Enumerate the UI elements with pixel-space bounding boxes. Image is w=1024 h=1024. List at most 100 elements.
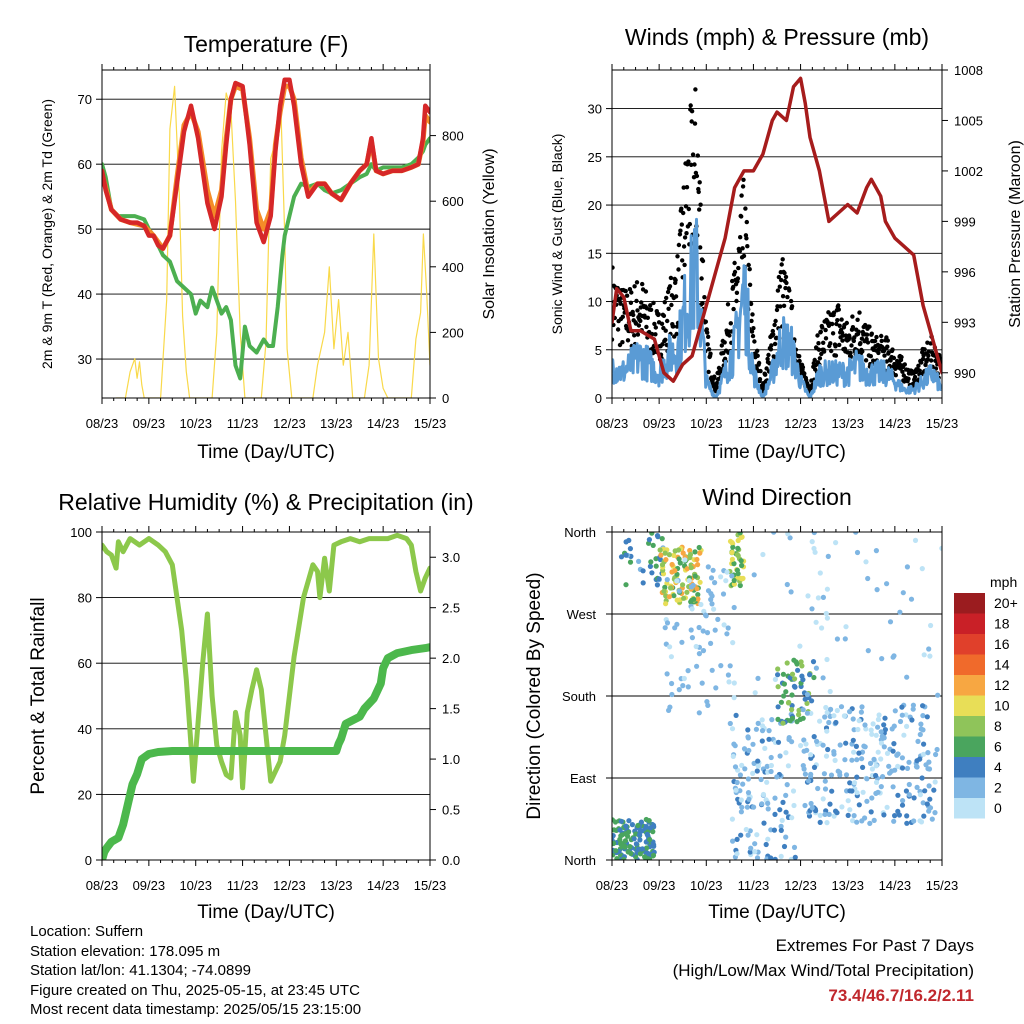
direction-point — [873, 763, 879, 769]
direction-point — [878, 784, 884, 790]
x-tick-label: 10/23 — [690, 878, 723, 893]
direction-point — [791, 802, 797, 809]
direction-point — [847, 709, 853, 715]
direction-point — [919, 566, 925, 572]
info-created: Figure created on Thu, 2025-05-15, at 23… — [30, 981, 360, 999]
direction-point — [650, 542, 656, 549]
gust-point — [645, 315, 650, 320]
y-tick-label: 20 — [588, 198, 602, 213]
legend-label: 20+ — [994, 595, 1018, 611]
direction-point — [731, 561, 737, 567]
gust-point — [863, 322, 868, 328]
direction-point — [664, 577, 670, 583]
gust-point — [676, 267, 681, 272]
direction-point — [926, 808, 932, 814]
direction-point — [617, 836, 623, 843]
gust-point — [902, 362, 907, 367]
direction-point — [831, 813, 837, 819]
legend-swatch — [954, 757, 985, 778]
gust-point — [933, 358, 938, 363]
direction-point — [622, 838, 629, 844]
direction-point — [928, 622, 934, 629]
gust-point — [730, 278, 735, 284]
direction-point — [843, 772, 850, 778]
direction-point — [738, 558, 744, 564]
y-tick-label: 0 — [85, 853, 92, 868]
direction-point — [882, 727, 889, 733]
direction-point — [732, 743, 738, 749]
direction-point — [871, 817, 877, 824]
direction-point — [853, 743, 860, 750]
direction-point — [901, 732, 907, 738]
gust-point — [703, 319, 708, 324]
x-tick-label: 15/23 — [926, 878, 959, 893]
y-axis-label: Percent & Total Rainfall — [28, 597, 49, 794]
info-recent: Most recent data timestamp: 2025/05/15 2… — [30, 1001, 362, 1018]
direction-point — [881, 722, 887, 728]
gust-point — [736, 265, 741, 271]
gust-point — [874, 334, 879, 340]
direction-point — [739, 576, 745, 582]
gust-point — [770, 328, 775, 334]
direction-point — [863, 726, 869, 732]
direction-point — [752, 849, 758, 855]
direction-point — [803, 741, 809, 747]
direction-point — [618, 818, 624, 824]
direction-point — [778, 699, 785, 705]
gust-point — [731, 306, 736, 312]
direction-point — [663, 601, 669, 607]
y-tick-label: 20 — [78, 787, 92, 802]
gust-point — [784, 280, 789, 286]
gust-point — [891, 355, 897, 361]
direction-point — [783, 809, 789, 815]
x-tick-label: 12/23 — [784, 878, 817, 893]
gust-point — [674, 331, 679, 337]
direction-point — [797, 643, 803, 649]
direction-point — [884, 581, 890, 587]
direction-point — [805, 593, 811, 599]
direction-point — [612, 833, 616, 839]
direction-point — [614, 856, 620, 860]
direction-point — [833, 540, 839, 546]
extremes-subtitle: (High/Low/Max Wind/Total Precipitation) — [672, 961, 974, 980]
gust-point — [855, 317, 860, 322]
direction-point — [837, 772, 843, 778]
direction-point — [784, 782, 790, 788]
direction-point — [759, 738, 765, 744]
direction-point — [649, 532, 655, 536]
direction-point — [865, 648, 871, 654]
direction-point — [731, 577, 737, 584]
direction-point — [709, 593, 715, 599]
x-tick-label: 14/23 — [879, 416, 912, 431]
legend-label: 4 — [994, 759, 1002, 775]
y-right-tick-label: 1005 — [954, 113, 983, 128]
gust-point — [686, 159, 691, 164]
direction-point — [817, 718, 823, 724]
direction-point — [751, 804, 757, 810]
gust-point — [681, 210, 686, 216]
direction-point — [662, 550, 668, 556]
gust-point — [836, 307, 841, 312]
direction-point — [755, 758, 761, 764]
direction-point — [631, 836, 637, 842]
gust-point — [757, 377, 763, 382]
direction-point — [613, 848, 619, 854]
gust-point — [732, 260, 737, 266]
direction-point — [711, 606, 717, 612]
direction-point — [917, 818, 923, 824]
direction-point — [764, 763, 770, 770]
x-tick-label: 12/23 — [784, 416, 817, 431]
plot-frame — [101, 531, 431, 861]
direction-point — [824, 728, 830, 734]
gust-point — [635, 332, 641, 337]
direction-point — [750, 741, 756, 747]
direction-point — [831, 751, 837, 757]
direction-point — [755, 720, 761, 727]
direction-point — [835, 768, 841, 774]
gust-point — [697, 180, 702, 185]
direction-point — [738, 797, 744, 803]
gust-point — [665, 318, 670, 324]
direction-point — [723, 578, 729, 584]
direction-point — [879, 656, 885, 662]
x-tick-label: 09/23 — [133, 416, 166, 431]
